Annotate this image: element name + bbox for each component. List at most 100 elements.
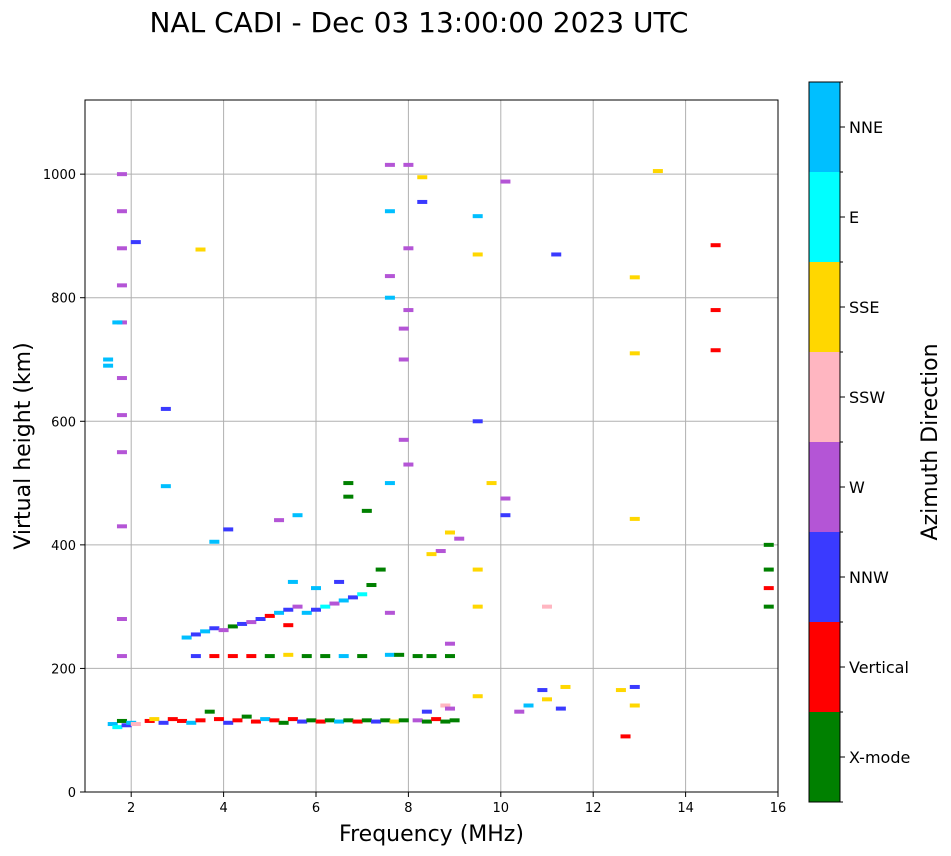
data-point [116,413,127,418]
data-point [177,718,188,723]
colorbar-swatch [809,262,840,352]
data-point [514,709,525,714]
data-point [763,567,774,572]
data-point [384,162,395,167]
data-point [426,654,437,659]
y-tick-label: 1000 [43,168,76,183]
data-point [472,694,483,699]
data-point [209,654,220,659]
y-tick-label: 400 [51,539,76,554]
x-tick-label: 6 [312,801,320,816]
data-point [361,718,372,723]
data-point [213,717,224,722]
grid-lines [85,100,779,793]
data-point [306,718,317,723]
y-axis-label: Virtual height (km) [11,342,36,549]
data-point [181,635,192,640]
data-point [158,720,169,725]
colorbar-frame [808,81,841,803]
colorbar-swatch [809,622,840,712]
data-point [250,719,261,724]
data-point [472,419,483,424]
y-tick-label: 200 [51,662,76,677]
data-point [343,718,354,723]
data-point [311,607,321,612]
data-point [274,610,285,615]
data-point [292,604,303,609]
data-point [421,719,432,724]
x-tick-label: 14 [677,801,694,816]
data-point [264,613,275,618]
x-tick-label: 2 [127,801,135,816]
data-point [227,624,238,629]
data-point [186,720,197,725]
data-point [209,539,220,544]
data-point [500,179,511,184]
data-point [384,481,395,486]
data-point [218,628,229,633]
data-point [398,437,409,442]
data-point [357,592,368,597]
data-point [343,494,354,499]
colorbar-swatch [809,82,840,172]
data-point [417,199,428,204]
chart-title: NAL CADI - Dec 03 13:00:00 2023 UTC [149,6,689,39]
data-point [116,376,127,381]
y-axis-ticks: 0 200 400 600 800 1000 [43,168,85,801]
data-point [389,719,400,724]
colorbar-swatch [809,712,840,802]
data-point [190,654,201,659]
colorbar-tick-label: E [849,208,859,227]
data-point [412,718,423,723]
data-point [398,357,409,362]
data-point [710,348,721,353]
x-tick-label: 4 [219,801,227,816]
data-point [209,626,220,631]
data-point [149,717,160,722]
data-point [116,246,127,251]
data-point [426,552,437,557]
data-point [338,598,349,603]
data-point [710,308,721,313]
data-point [542,604,552,609]
data-point [444,530,455,535]
data-point [301,654,312,659]
data-point [629,516,640,521]
data-point [710,243,721,248]
data-point [297,719,308,724]
x-axis-ticks: 2 4 6 8 10 12 14 16 [127,792,786,816]
data-point [195,718,206,723]
data-point [223,720,234,725]
data-point [338,654,349,659]
data-point [629,703,640,708]
data-point [301,610,312,615]
data-point [283,607,294,612]
data-point [283,652,294,657]
data-point [380,718,391,723]
data-point [398,718,409,723]
data-point [394,652,405,657]
data-point [384,274,395,279]
data-point [454,536,465,541]
data-point [343,481,354,486]
data-point [366,583,377,588]
colorbar-tick-label: NNE [849,118,883,137]
data-point [116,283,127,288]
data-point [269,718,280,723]
data-point [403,162,414,167]
data-point [629,684,640,689]
data-point [287,717,298,722]
data-point [403,462,414,467]
colorbar-label: Azimuth Direction [918,343,943,540]
data-point [329,601,340,606]
data-point [130,240,141,245]
data-point [223,527,234,532]
data-point [112,725,123,730]
data-point [421,709,432,714]
data-point [444,641,455,646]
data-point [371,719,382,724]
data-point [116,172,127,177]
data-point [160,406,171,411]
y-tick-label: 800 [51,292,76,307]
data-point [398,326,409,331]
